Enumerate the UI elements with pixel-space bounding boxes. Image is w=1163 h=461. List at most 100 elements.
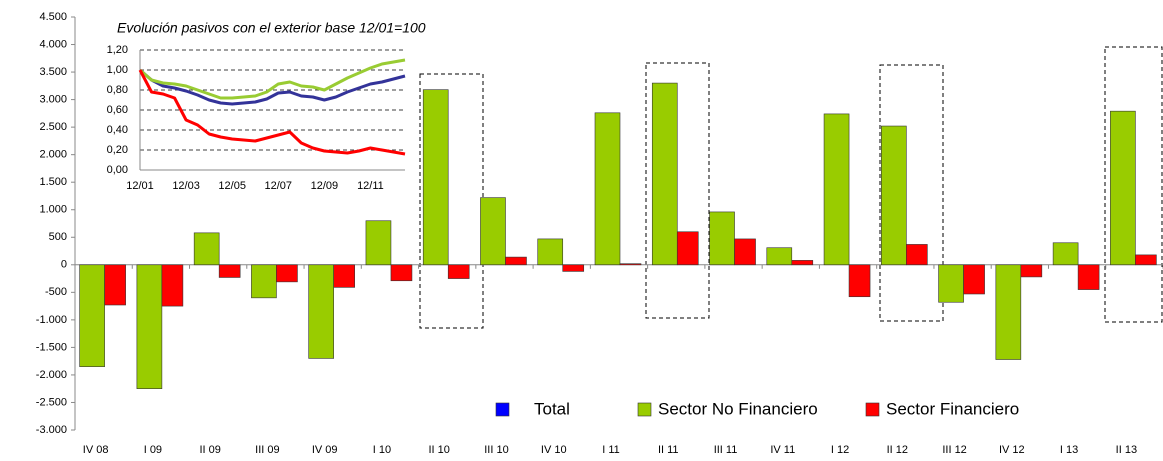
bar xyxy=(594,112,621,266)
x-tick-label: IV 12 xyxy=(999,444,1025,456)
bar xyxy=(308,264,334,359)
bar xyxy=(365,220,392,266)
highlight-box xyxy=(879,64,944,322)
inset-x-tick-label: 12/07 xyxy=(264,180,292,192)
y-tick-label: 0 xyxy=(61,259,67,271)
bar xyxy=(333,264,355,288)
inset-background xyxy=(88,38,412,196)
inset-x-tick-label: 12/01 xyxy=(126,180,154,192)
x-tick-label: IV 10 xyxy=(541,444,567,456)
y-tick-label: -2.000 xyxy=(36,369,67,381)
bar xyxy=(619,263,642,266)
legend-swatch xyxy=(495,402,510,417)
x-tick-label: II 11 xyxy=(658,444,679,456)
y-tick-label: 1.000 xyxy=(39,204,67,216)
y-tick-label: -2.500 xyxy=(36,396,67,408)
inset-y-tick-label: 0,80 xyxy=(107,84,128,96)
bar xyxy=(505,256,527,266)
inset-y-tick-label: 0,00 xyxy=(107,164,128,176)
inset-x-tick-label: 12/11 xyxy=(357,180,384,192)
bar xyxy=(218,264,241,278)
x-tick-label: II 13 xyxy=(1116,444,1137,456)
bar xyxy=(1077,264,1100,290)
bar xyxy=(938,264,964,303)
bar xyxy=(881,125,907,266)
y-tick-label: 3.500 xyxy=(39,66,67,78)
bar xyxy=(390,264,413,282)
bar xyxy=(422,89,449,266)
y-tick-label: -1.500 xyxy=(36,341,67,353)
highlight-box xyxy=(645,62,710,319)
y-tick-label: 500 xyxy=(49,231,67,243)
x-tick-label: II 10 xyxy=(429,444,450,456)
x-tick-label: I 12 xyxy=(831,444,849,456)
inset-x-tick-label: 12/05 xyxy=(218,180,246,192)
bar xyxy=(676,231,699,266)
y-tick-label: 4.500 xyxy=(39,11,67,23)
inset-x-tick-label: 12/09 xyxy=(311,180,339,192)
bar xyxy=(766,247,793,266)
highlight-box xyxy=(1104,46,1163,323)
bar xyxy=(1020,264,1043,278)
x-tick-label: III 11 xyxy=(714,444,738,456)
x-tick-label: III 10 xyxy=(484,444,508,456)
y-tick-label: -500 xyxy=(45,286,67,298)
bar xyxy=(251,264,277,299)
inset-line xyxy=(139,68,406,106)
bar xyxy=(823,113,850,266)
x-tick-label: III 09 xyxy=(255,444,279,456)
bar xyxy=(537,238,564,266)
bar xyxy=(447,264,470,279)
inset-y-tick-label: 0,60 xyxy=(107,104,128,116)
legend-swatch xyxy=(637,402,652,417)
bar xyxy=(136,264,163,389)
bar xyxy=(995,264,1022,360)
inset-y-tick-label: 0,20 xyxy=(107,144,128,156)
x-tick-label: I 11 xyxy=(602,444,620,456)
x-tick-label: I 09 xyxy=(144,444,162,456)
y-tick-label: -3.000 xyxy=(36,424,67,436)
x-tick-label: III 12 xyxy=(942,444,966,456)
x-tick-label: IV 11 xyxy=(770,444,795,456)
bar xyxy=(848,264,871,298)
legend-swatch xyxy=(865,402,880,417)
legend-label: Sector Financiero xyxy=(886,399,1019,418)
bar xyxy=(651,82,678,266)
x-tick-label: I 10 xyxy=(373,444,391,456)
inset-line xyxy=(138,69,406,156)
bar xyxy=(1110,110,1136,266)
x-tick-label: II 12 xyxy=(887,444,908,456)
bar xyxy=(193,232,220,266)
inset-x-tick-label: 12/03 xyxy=(172,180,200,192)
bar xyxy=(963,264,985,295)
inset-y-tick-label: 0,40 xyxy=(107,124,128,136)
y-tick-label: 2.500 xyxy=(39,121,67,133)
bar xyxy=(734,238,756,266)
y-tick-label: 2.000 xyxy=(39,149,67,161)
legend-label: Total xyxy=(534,399,570,418)
inset-y-tick-label: 1,20 xyxy=(107,44,128,56)
bar xyxy=(161,264,184,307)
bar xyxy=(791,260,814,266)
bar xyxy=(104,264,126,306)
bar xyxy=(562,264,585,272)
inset-line xyxy=(139,58,406,100)
bar xyxy=(480,197,506,266)
y-tick-label: 1.500 xyxy=(39,176,67,188)
y-tick-label: -1.000 xyxy=(36,314,67,326)
x-tick-label: IV 09 xyxy=(312,444,338,456)
bar xyxy=(709,211,735,266)
inset-title: Evolución pasivos con el exterior base 1… xyxy=(117,20,426,36)
bar xyxy=(1135,254,1157,266)
x-tick-label: II 09 xyxy=(199,444,220,456)
x-tick-label: I 13 xyxy=(1060,444,1078,456)
bar xyxy=(79,264,105,367)
bar xyxy=(1052,242,1079,266)
bar xyxy=(276,264,298,283)
inset-y-tick-label: 1,00 xyxy=(107,64,128,76)
bar xyxy=(906,244,928,266)
legend-label: Sector No Financiero xyxy=(658,399,818,418)
highlight-boxes xyxy=(419,46,1163,329)
y-tick-label: 3.000 xyxy=(39,94,67,106)
